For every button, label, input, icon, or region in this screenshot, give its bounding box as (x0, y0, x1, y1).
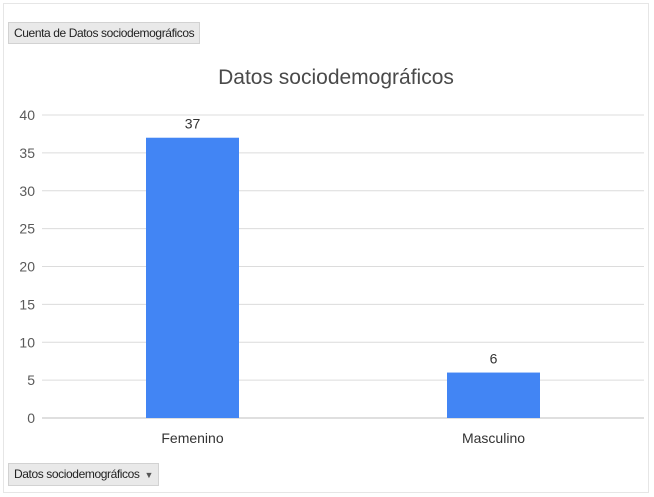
data-label: 6 (490, 351, 498, 367)
x-category-label: Masculino (462, 430, 525, 446)
data-labels: 37 6 (185, 116, 498, 367)
chart-frame (3, 3, 649, 493)
y-tick-label: 15 (19, 296, 35, 312)
value-field-button[interactable]: Cuenta de Datos sociodemográficos (8, 22, 201, 44)
bars (146, 137, 540, 418)
y-tick-label: 40 (19, 107, 35, 123)
bar-masculino[interactable] (447, 372, 540, 418)
y-tick-label: 5 (27, 372, 35, 388)
data-label: 37 (185, 116, 201, 132)
y-tick-label: 10 (19, 334, 35, 350)
y-tick-label: 0 (27, 410, 35, 426)
y-tick-label: 20 (19, 259, 35, 275)
x-category-label: Femenino (161, 430, 223, 446)
y-axis-ticks: 0 5 10 15 20 25 30 35 40 (19, 107, 35, 426)
gridlines (42, 114, 644, 419)
axis-field-label: Datos sociodemográficos (14, 467, 140, 481)
bar-femenino[interactable] (146, 137, 239, 418)
y-tick-label: 35 (19, 145, 35, 161)
y-tick-label: 25 (19, 221, 35, 237)
x-axis-categories: Femenino Masculino (161, 430, 525, 446)
axis-field-dropdown[interactable]: Datos sociodemográficos ▼ (8, 463, 160, 486)
chart-title: Datos sociodemográficos (218, 66, 454, 89)
value-field-label: Cuenta de Datos sociodemográficos (14, 26, 195, 40)
chevron-down-icon: ▼ (144, 470, 154, 480)
y-tick-label: 30 (19, 183, 35, 199)
